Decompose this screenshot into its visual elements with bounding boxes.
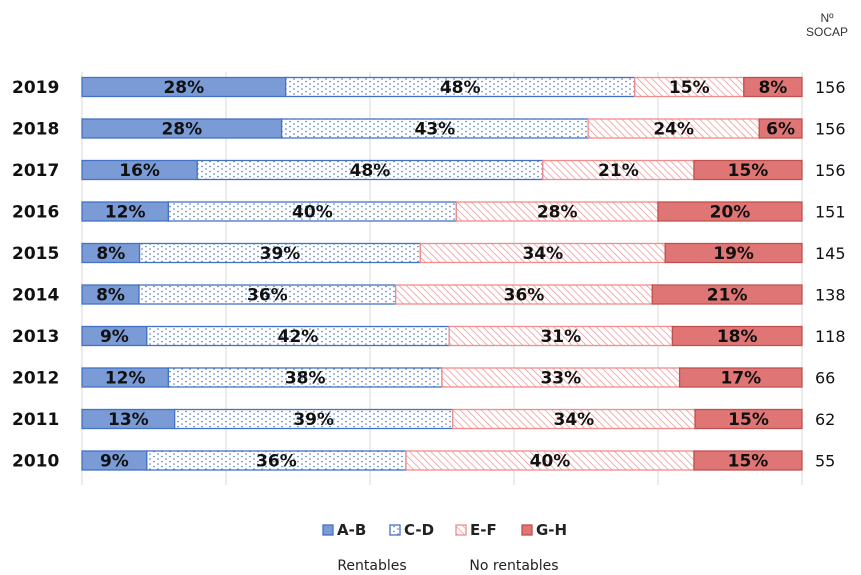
data-label: 48% [440, 78, 481, 98]
bar-segment-g-h [693, 159, 803, 181]
data-label: 8% [758, 78, 787, 98]
group-label: Rentables [337, 558, 406, 574]
data-label: 24% [653, 120, 694, 140]
data-label: 34% [554, 410, 595, 430]
socap-count: 156 [815, 161, 846, 180]
data-label: 36% [256, 452, 297, 472]
data-label: 33% [540, 369, 581, 389]
legend-swatch [455, 524, 467, 536]
bar-segment-g-h [664, 242, 803, 264]
year-label: 2011 [12, 410, 59, 430]
data-label: 8% [96, 244, 125, 264]
data-label: 39% [293, 410, 334, 430]
socap-count: 145 [815, 244, 846, 263]
data-label: 40% [530, 452, 571, 472]
socap-count: 55 [815, 452, 835, 471]
data-label: 13% [108, 410, 149, 430]
legend-swatch [322, 524, 334, 536]
data-label: 34% [522, 244, 563, 264]
counts-header: SOCAP [806, 25, 848, 39]
data-label: 9% [100, 452, 129, 472]
data-label: 12% [105, 203, 146, 223]
data-label: 48% [350, 161, 391, 181]
bar-segment-g-h [758, 118, 803, 139]
data-label: 12% [105, 369, 146, 389]
bar-segment-g-h [671, 325, 803, 347]
bar-segment-g-h [693, 450, 803, 471]
data-label: 36% [504, 286, 545, 306]
data-label: 17% [720, 369, 761, 389]
data-label: 36% [247, 286, 288, 306]
data-label: 8% [96, 286, 125, 306]
year-label: 2016 [12, 203, 59, 223]
data-label: 28% [537, 203, 578, 223]
socap-count: 118 [815, 327, 846, 346]
year-label: 2012 [12, 369, 59, 389]
data-label: 6% [766, 120, 795, 140]
legend-label: C-D [404, 521, 434, 539]
data-label: 38% [285, 369, 326, 389]
socap-count: 156 [815, 120, 846, 139]
year-label: 2013 [12, 327, 59, 347]
counts-header: Nº [820, 11, 834, 25]
data-label: 15% [669, 78, 710, 98]
bar-segment-g-h [694, 408, 803, 430]
legend-label: A-B [337, 521, 366, 539]
bar-segment-g-h [657, 201, 803, 222]
data-label: 43% [415, 120, 456, 140]
legend-swatch [389, 524, 401, 536]
year-label: 2010 [12, 452, 59, 472]
year-label: 2015 [12, 244, 59, 264]
data-label: 28% [161, 120, 202, 140]
year-label: 2018 [12, 120, 59, 140]
data-label: 15% [728, 452, 769, 472]
data-label: 39% [260, 244, 301, 264]
year-label: 2014 [12, 286, 59, 306]
socap-count: 62 [815, 410, 835, 429]
data-label: 28% [163, 78, 204, 98]
group-label: No rentables [469, 558, 558, 574]
data-label: 19% [713, 244, 754, 264]
data-label: 40% [292, 203, 333, 223]
year-label: 2019 [12, 78, 59, 98]
socap-count: 66 [815, 369, 835, 388]
data-label: 15% [728, 410, 769, 430]
data-label: 9% [100, 327, 129, 347]
bar-segment-g-h [743, 76, 803, 98]
data-label: 42% [278, 327, 319, 347]
year-label: 2017 [12, 161, 59, 181]
legend-label: E-F [470, 521, 497, 539]
data-label: 21% [598, 161, 639, 181]
socap-count: 138 [815, 286, 846, 305]
data-label: 21% [707, 286, 748, 306]
data-label: 18% [717, 327, 758, 347]
legend: A-B C-D E-F G-H Rentables No rentables [322, 521, 567, 574]
data-label: 16% [119, 161, 160, 181]
legend-label: G-H [536, 521, 567, 539]
legend-swatch [521, 524, 533, 536]
data-label: 20% [710, 203, 751, 223]
bar-segment-g-h [651, 284, 803, 305]
socap-count: 151 [815, 203, 846, 222]
bar-segment-g-h [678, 367, 803, 388]
data-label: 15% [728, 161, 769, 181]
bars [81, 76, 803, 471]
data-label: 31% [540, 327, 581, 347]
socap-count: 156 [815, 78, 846, 97]
